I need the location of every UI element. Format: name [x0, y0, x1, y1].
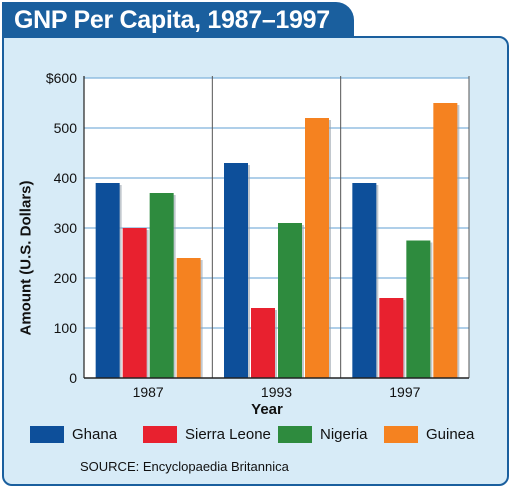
- legend-label: Guinea: [426, 426, 475, 443]
- y-tick-label-2: 200: [54, 270, 78, 286]
- x-axis-label: Year: [251, 401, 283, 418]
- x-tick-label-1997: 1997: [389, 384, 420, 400]
- x-tick-label-1987: 1987: [133, 384, 164, 400]
- y-axis-label: Amount (U.S. Dollars): [17, 180, 35, 336]
- bar-guinea-1987: [176, 258, 201, 378]
- bar-ghana-1993: [224, 163, 248, 378]
- x-tick-label-1993: 1993: [261, 384, 292, 400]
- legend-label: Ghana: [72, 426, 118, 443]
- bar-guinea-1997: [433, 103, 458, 378]
- legend-label: Nigeria: [320, 426, 368, 443]
- legend-label: Sierra Leone: [185, 426, 271, 443]
- legend-swatch: [384, 426, 418, 443]
- y-tick-label-6: $600: [46, 70, 77, 86]
- chart-title: GNP Per Capita, 1987–1997: [14, 6, 330, 34]
- bar-guinea-1993: [305, 118, 329, 378]
- legend-swatch: [143, 426, 177, 443]
- bar-nigeria-1993: [278, 223, 302, 378]
- title-tab: GNP Per Capita, 1987–1997: [2, 2, 354, 38]
- bar-sierra-leone-1993: [251, 308, 275, 378]
- bar-sierra-leone-1997: [379, 298, 404, 378]
- bar-sierra-leone-1987: [122, 228, 147, 378]
- y-tick-label-4: 400: [54, 170, 78, 186]
- legend-swatch: [278, 426, 312, 443]
- bar-nigeria-1997: [406, 240, 431, 378]
- bar-ghana-1987: [95, 183, 120, 378]
- source-note: SOURCE: Encyclopaedia Britannica: [80, 459, 289, 474]
- y-tick-label-5: 500: [54, 120, 78, 136]
- legend: Ghana Sierra Leone Nigeria Guinea: [30, 424, 500, 448]
- y-tick-label-0: 0: [69, 370, 77, 386]
- legend-swatch: [30, 426, 64, 443]
- bar-ghana-1997: [352, 183, 377, 378]
- y-tick-label-1: 100: [54, 320, 78, 336]
- y-tick-label-3: 300: [54, 220, 78, 236]
- bar-nigeria-1987: [149, 193, 174, 378]
